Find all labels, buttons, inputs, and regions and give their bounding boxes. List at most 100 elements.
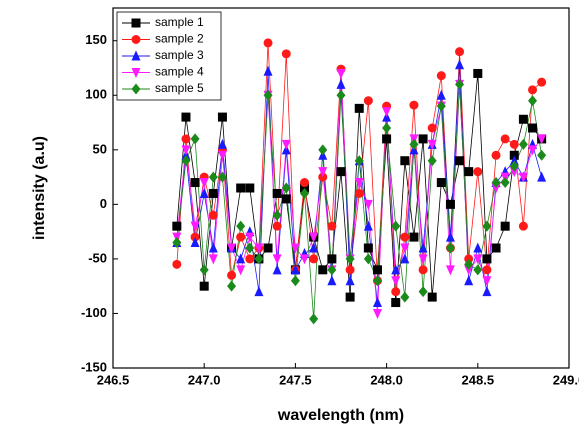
marker: [172, 259, 182, 269]
marker: [245, 254, 255, 264]
marker: [181, 155, 191, 167]
marker: [181, 134, 191, 144]
marker: [445, 231, 455, 242]
marker: [482, 265, 492, 275]
marker: [190, 237, 200, 248]
marker: [217, 112, 227, 122]
plot-frame: [112, 7, 570, 369]
marker: [528, 95, 538, 107]
marker: [199, 187, 209, 198]
marker: [181, 145, 191, 156]
x-axis-label: wavelength (nm): [277, 407, 404, 424]
marker: [336, 167, 346, 177]
marker: [528, 145, 538, 156]
marker: [281, 194, 291, 204]
marker: [455, 47, 465, 57]
marker: [309, 254, 319, 264]
marker: [336, 78, 346, 89]
marker: [181, 112, 191, 122]
x-tick-label: 247.5: [279, 372, 312, 387]
marker: [363, 253, 373, 265]
legend-marker: [131, 50, 141, 61]
marker: [263, 65, 273, 76]
marker: [518, 114, 528, 124]
marker: [509, 167, 519, 178]
marker: [309, 242, 319, 253]
marker: [290, 243, 300, 254]
marker: [400, 243, 410, 254]
marker: [382, 107, 392, 118]
x-tick-label: 246.5: [97, 372, 130, 387]
marker: [290, 275, 300, 287]
marker: [400, 156, 410, 166]
marker: [345, 275, 355, 286]
marker: [455, 78, 465, 90]
marker: [427, 292, 437, 302]
marker: [500, 177, 510, 189]
marker: [327, 221, 337, 231]
x-tick-label: 248.0: [370, 372, 403, 387]
marker: [227, 243, 237, 254]
marker: [445, 199, 455, 209]
y-tick-label: 100: [85, 87, 107, 102]
marker: [436, 89, 446, 100]
marker: [199, 264, 209, 276]
marker: [528, 85, 538, 95]
marker: [391, 220, 401, 232]
marker: [199, 178, 209, 189]
marker: [217, 171, 227, 183]
marker: [300, 254, 310, 265]
marker: [464, 275, 474, 286]
marker: [464, 265, 474, 276]
marker: [236, 183, 246, 193]
marker: [190, 133, 200, 145]
marker: [418, 286, 428, 298]
x-tick-label: 247.0: [188, 372, 221, 387]
marker: [400, 232, 410, 242]
y-tick-label: 50: [93, 141, 107, 156]
marker: [473, 68, 483, 78]
marker: [272, 254, 282, 265]
marker: [436, 71, 446, 81]
marker: [418, 265, 428, 275]
marker: [537, 134, 547, 145]
marker: [427, 123, 437, 133]
marker: [537, 77, 547, 87]
marker: [500, 221, 510, 231]
marker: [318, 265, 328, 275]
marker: [400, 253, 410, 264]
marker: [354, 178, 364, 189]
marker: [482, 220, 492, 232]
marker: [263, 243, 273, 253]
marker: [391, 298, 401, 308]
marker: [327, 254, 337, 264]
marker: [318, 167, 328, 178]
marker: [172, 237, 182, 249]
marker: [436, 100, 446, 112]
marker: [445, 265, 455, 276]
marker: [208, 210, 218, 220]
marker: [254, 243, 264, 254]
marker: [208, 171, 218, 183]
marker: [363, 96, 373, 106]
marker: [190, 178, 200, 188]
marker: [327, 275, 337, 286]
marker: [372, 297, 382, 308]
marker: [300, 178, 310, 188]
marker: [236, 220, 246, 232]
marker: [281, 139, 291, 150]
marker: [208, 254, 218, 265]
marker: [372, 275, 382, 287]
marker: [354, 188, 364, 198]
marker: [245, 242, 255, 254]
x-tick-label: 248.5: [462, 372, 495, 387]
marker: [418, 254, 428, 265]
y-tick-label: -50: [88, 250, 107, 265]
marker: [372, 265, 382, 275]
marker: [409, 138, 419, 150]
marker: [455, 59, 465, 70]
marker: [418, 134, 428, 144]
legend-marker: [131, 68, 141, 78]
y-tick-label: -150: [81, 359, 107, 374]
